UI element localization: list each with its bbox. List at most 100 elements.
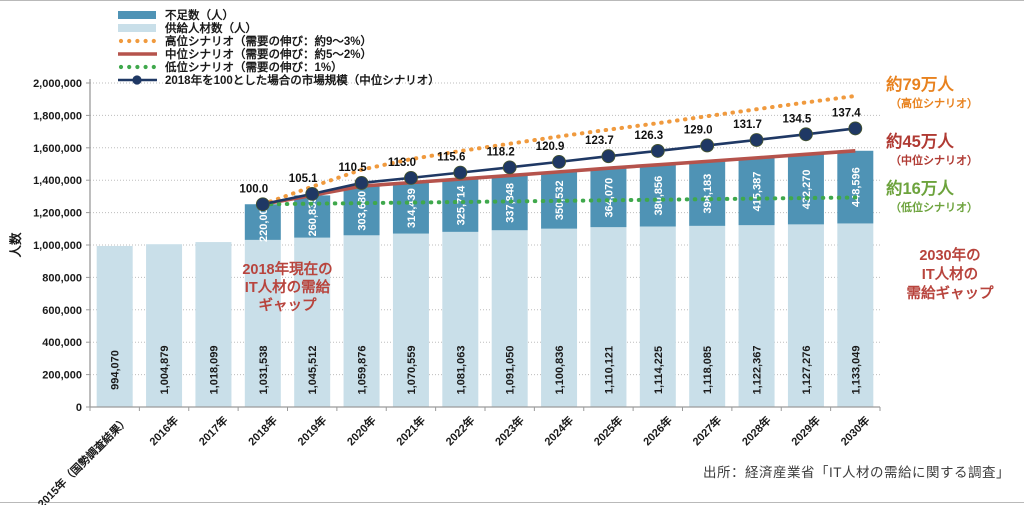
- index-label: 100.0: [239, 183, 268, 195]
- bar-supply: [392, 233, 429, 407]
- bar-shortage-label: 314,439: [406, 188, 418, 228]
- series-line: [260, 195, 858, 207]
- bar-supply: [837, 223, 874, 407]
- x-category-label: 2027年: [689, 413, 724, 448]
- annotation-line: IT人材の需給: [244, 280, 331, 296]
- bar-supply: [787, 224, 824, 407]
- bar-supply: [195, 242, 232, 407]
- index-label: 120.9: [536, 141, 565, 153]
- y-tick-label: 0: [76, 402, 82, 414]
- bar-supply-label: 1,127,276: [801, 346, 813, 395]
- bar-shortage: [689, 161, 726, 226]
- bar-shortage: [787, 154, 824, 225]
- x-category-label: 2022年: [442, 413, 477, 448]
- index-marker: [255, 197, 270, 212]
- x-category-label: 2020年: [344, 413, 379, 448]
- y-tick-label: 2,000,000: [33, 78, 82, 90]
- bar-supply-label: 1,122,367: [752, 346, 764, 395]
- x-category-label: 2025年: [591, 413, 626, 448]
- legend-swatch-solid-icon: [118, 51, 157, 56]
- bar-shortage-label: 380,856: [653, 176, 665, 216]
- bar-supply-label: 1,018,099: [208, 346, 220, 395]
- index-label: 115.6: [437, 152, 465, 164]
- annotation-2018-gap: 2018年現在の IT人材の需給 ギャップ: [200, 261, 375, 315]
- bar-shortage: [738, 157, 775, 226]
- bar-shortage-label: 448,596: [850, 167, 862, 207]
- bar-supply: [738, 225, 775, 407]
- x-category-label: 2016年: [146, 413, 181, 448]
- scenario-low-value: 約16万人: [886, 180, 954, 198]
- scenario-mid-value: 約45万人: [886, 133, 954, 151]
- legend-item-label: 中位シナリオ（需要の伸び：約5～2%）: [165, 48, 373, 61]
- legend-swatch-dotted-icon: [118, 38, 156, 43]
- scenario-label-mid: 約45万人 （中位シナリオ）: [886, 128, 978, 168]
- bar-supply: [294, 237, 331, 407]
- y-tick-label: 1,200,000: [33, 208, 82, 220]
- x-category-label: 2030年: [837, 413, 872, 448]
- index-marker: [404, 170, 418, 185]
- x-category-label: 2017年: [196, 413, 231, 448]
- scenario-mid-name: （中位シナリオ）: [890, 155, 978, 167]
- bar-supply-label: 1,045,512: [307, 346, 319, 395]
- bar-supply-label: 1,133,049: [850, 346, 862, 395]
- bar-shortage: [639, 164, 676, 227]
- index-marker: [354, 176, 369, 190]
- bar-supply: [343, 235, 380, 407]
- y-tick-label: 1,000,000: [33, 240, 82, 252]
- legend-swatch-bar-icon: [118, 23, 156, 32]
- bottom-border: [0, 502, 1024, 503]
- y-tick-label: 1,600,000: [33, 143, 82, 155]
- bar-supply: [442, 231, 479, 407]
- legend-item-label: 2018年を100とした場合の市場規模（中位シナリオ）: [165, 74, 440, 87]
- legend-item: 不足数（人）: [116, 8, 440, 22]
- bar-shortage-label: 398,183: [702, 174, 714, 214]
- bar-supply-label: 994,070: [110, 350, 122, 390]
- legend-swatch-dotted-icon: [118, 64, 156, 69]
- bar-supply-label: 1,118,085: [702, 346, 714, 394]
- legend-item: 高位シナリオ（需要の伸び：約9～3%）: [116, 34, 440, 48]
- y-tick-label: 200,000: [42, 370, 82, 382]
- x-category-label: 2021年: [393, 413, 428, 448]
- annotation-line: IT人材の: [921, 267, 979, 283]
- bar-supply-label: 1,070,559: [406, 346, 418, 395]
- scenario-label-low: 約16万人 （低位シナリオ）: [886, 175, 978, 215]
- bar-supply: [491, 230, 528, 407]
- bar-shortage: [837, 150, 874, 224]
- index-label: 131.7: [733, 119, 762, 131]
- bar-shortage-label: 415,387: [752, 172, 764, 212]
- legend-item-label: 供給人材数（人）: [165, 22, 257, 35]
- index-marker: [650, 144, 665, 158]
- index-label: 126.3: [634, 130, 663, 142]
- bar-shortage-label: 432,270: [801, 169, 813, 209]
- index-marker: [502, 160, 517, 175]
- y-tick-label: 800,000: [42, 272, 82, 284]
- index-marker: [799, 127, 813, 142]
- annotation-line: ギャップ: [258, 298, 317, 314]
- x-category-label: 2019年: [294, 413, 329, 448]
- scenario-high-name: （高位シナリオ）: [890, 98, 978, 110]
- scenario-low-name: （低位シナリオ）: [890, 202, 978, 214]
- bar-shortage-label: 364,070: [603, 178, 615, 218]
- bar-supply: [541, 228, 578, 407]
- legend-item: 中位シナリオ（需要の伸び：約5～2%）: [116, 47, 440, 61]
- bar-shortage: [392, 182, 429, 234]
- bar-supply-label: 1,110,121: [603, 346, 615, 394]
- index-marker: [453, 165, 468, 180]
- annotation-line: 需給ギャップ: [906, 286, 994, 302]
- top-border: [0, 0, 1024, 1]
- bar-supply-label: 1,091,050: [505, 346, 517, 395]
- bar-supply-label: 1,114,225: [653, 346, 665, 394]
- index-marker: [749, 133, 764, 147]
- legend-swatch-marker-icon: [118, 74, 157, 85]
- bar-supply-label: 1,004,879: [159, 346, 171, 395]
- legend-item-label: 高位シナリオ（需要の伸び：約9～3%）: [165, 35, 373, 48]
- index-marker: [305, 187, 320, 201]
- index-label: 129.0: [684, 124, 713, 136]
- legend-item: 低位シナリオ（需要の伸び：1%）: [116, 60, 440, 74]
- annotation-2030-gap: 2030年の IT人材の 需給ギャップ: [878, 247, 1022, 304]
- x-category-label: 2015年（国勢調査結果）: [35, 413, 132, 505]
- bar-supply: [146, 244, 183, 407]
- bar-supply: [639, 226, 676, 407]
- x-category-label: 2026年: [640, 413, 675, 448]
